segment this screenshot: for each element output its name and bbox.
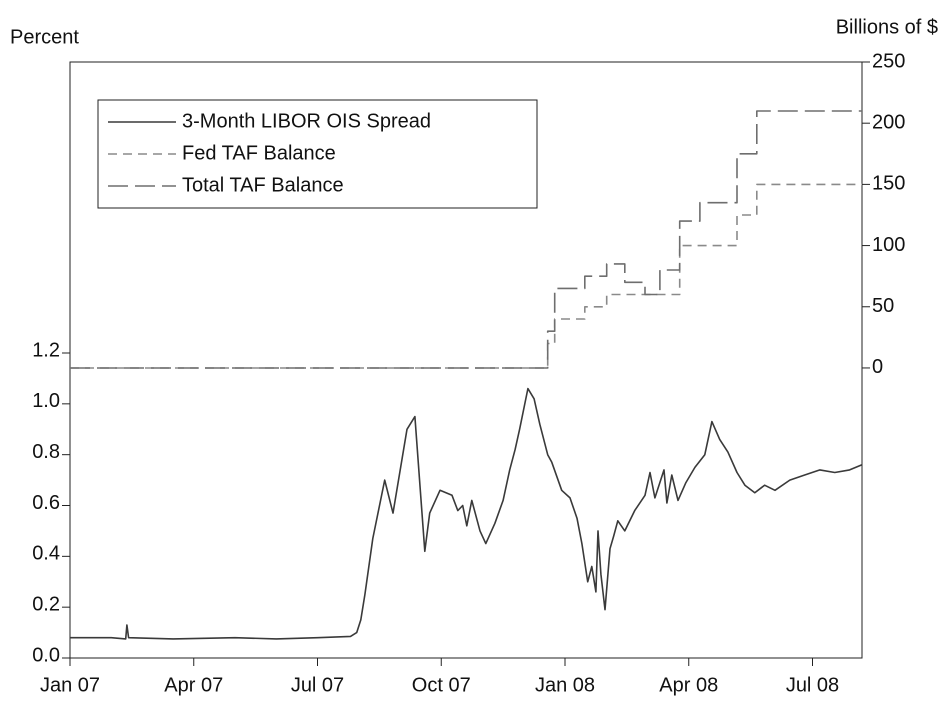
- y-tick-label: 0.2: [32, 593, 60, 615]
- y-tick-label: 1.2: [32, 339, 60, 361]
- y2-axis-title: Billions of $: [836, 16, 938, 38]
- x-tick-label: Jul 07: [291, 674, 344, 696]
- y-tick-label: 0.0: [32, 644, 60, 666]
- y2-tick-label: 50: [872, 295, 894, 317]
- series-line: [70, 387, 863, 640]
- x-tick-label: Jan 08: [535, 674, 595, 696]
- y-tick-label: 0.8: [32, 441, 60, 463]
- legend-label: Total TAF Balance: [182, 174, 344, 196]
- y2-tick-label: 250: [872, 50, 905, 72]
- y2-tick-label: 200: [872, 111, 905, 133]
- y-tick-label: 0.4: [32, 543, 60, 565]
- x-tick-label: Jan 07: [40, 674, 100, 696]
- legend-label: Fed TAF Balance: [182, 142, 336, 164]
- x-tick-label: Oct 07: [412, 674, 471, 696]
- x-tick-label: Apr 07: [164, 674, 223, 696]
- legend-label: 3-Month LIBOR OIS Spread: [182, 110, 431, 132]
- series-line: [70, 183, 862, 369]
- y-tick-label: 1.0: [32, 390, 60, 412]
- series-line: [70, 110, 862, 369]
- y2-tick-label: 150: [872, 173, 905, 195]
- x-tick-label: Jul 08: [786, 674, 839, 696]
- y-axis-title: Percent: [10, 26, 79, 48]
- y2-tick-label: 100: [872, 234, 905, 256]
- plot-frame: [69, 61, 863, 659]
- y-tick-label: 0.6: [32, 492, 60, 514]
- y2-tick-label: 0: [872, 356, 883, 378]
- x-tick-label: Apr 08: [659, 674, 718, 696]
